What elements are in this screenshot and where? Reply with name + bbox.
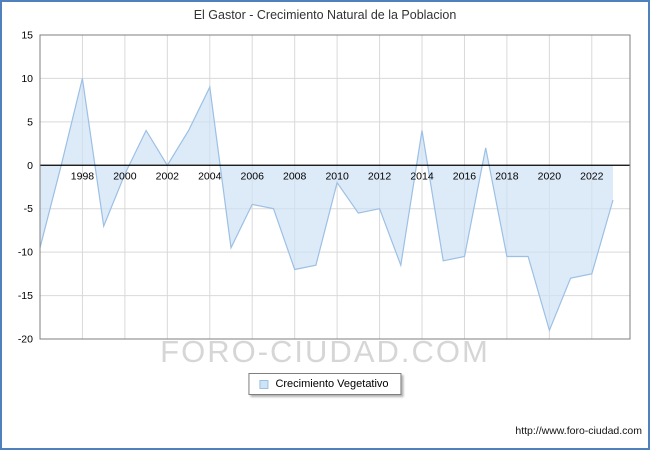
svg-text:2012: 2012 [368, 170, 392, 182]
area-chart: 15 10 5 0 -5 -10 -15 -20 1998 2000 2002 2004 2006 200… [18, 30, 631, 346]
svg-text:0: 0 [27, 160, 33, 172]
svg-text:2000: 2000 [113, 170, 137, 182]
svg-text:-10: -10 [18, 247, 33, 259]
legend-label: Crecimiento Vegetativo [275, 378, 389, 390]
svg-text:2008: 2008 [283, 170, 307, 182]
svg-text:2014: 2014 [410, 170, 434, 182]
svg-text:2016: 2016 [453, 170, 477, 182]
svg-text:2002: 2002 [156, 170, 180, 182]
chart-title: El Gastor - Crecimiento Natural de la Po… [193, 8, 457, 22]
svg-text:2004: 2004 [198, 170, 222, 182]
svg-text:5: 5 [27, 116, 33, 128]
svg-text:2022: 2022 [580, 170, 604, 182]
svg-text:2018: 2018 [495, 170, 519, 182]
svg-text:-15: -15 [18, 290, 33, 302]
legend-swatch-icon [259, 379, 269, 389]
svg-text:2020: 2020 [538, 170, 562, 182]
svg-text:15: 15 [21, 30, 33, 42]
footer-url: http://www.foro-ciudad.com [515, 425, 642, 437]
svg-text:-5: -5 [24, 203, 33, 215]
svg-text:2006: 2006 [241, 170, 265, 182]
svg-text:10: 10 [21, 73, 33, 85]
svg-text:-20: -20 [18, 334, 33, 346]
legend: Crecimiento Vegetativo [248, 373, 402, 395]
svg-text:2010: 2010 [325, 170, 349, 182]
svg-text:1998: 1998 [71, 170, 95, 182]
